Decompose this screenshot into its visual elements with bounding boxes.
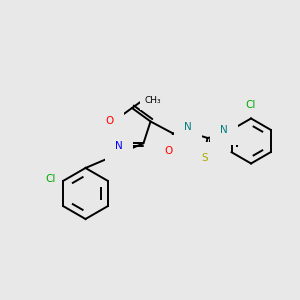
Text: N: N: [115, 141, 123, 151]
Text: N: N: [220, 124, 228, 135]
Text: N: N: [184, 122, 192, 132]
Text: Cl: Cl: [46, 174, 56, 184]
Text: O: O: [164, 146, 173, 156]
Text: S: S: [201, 153, 208, 163]
Text: Cl: Cl: [246, 100, 256, 110]
Text: CH₃: CH₃: [145, 96, 161, 105]
Text: H: H: [225, 128, 233, 138]
Text: H: H: [190, 124, 197, 135]
Text: O: O: [106, 116, 114, 127]
